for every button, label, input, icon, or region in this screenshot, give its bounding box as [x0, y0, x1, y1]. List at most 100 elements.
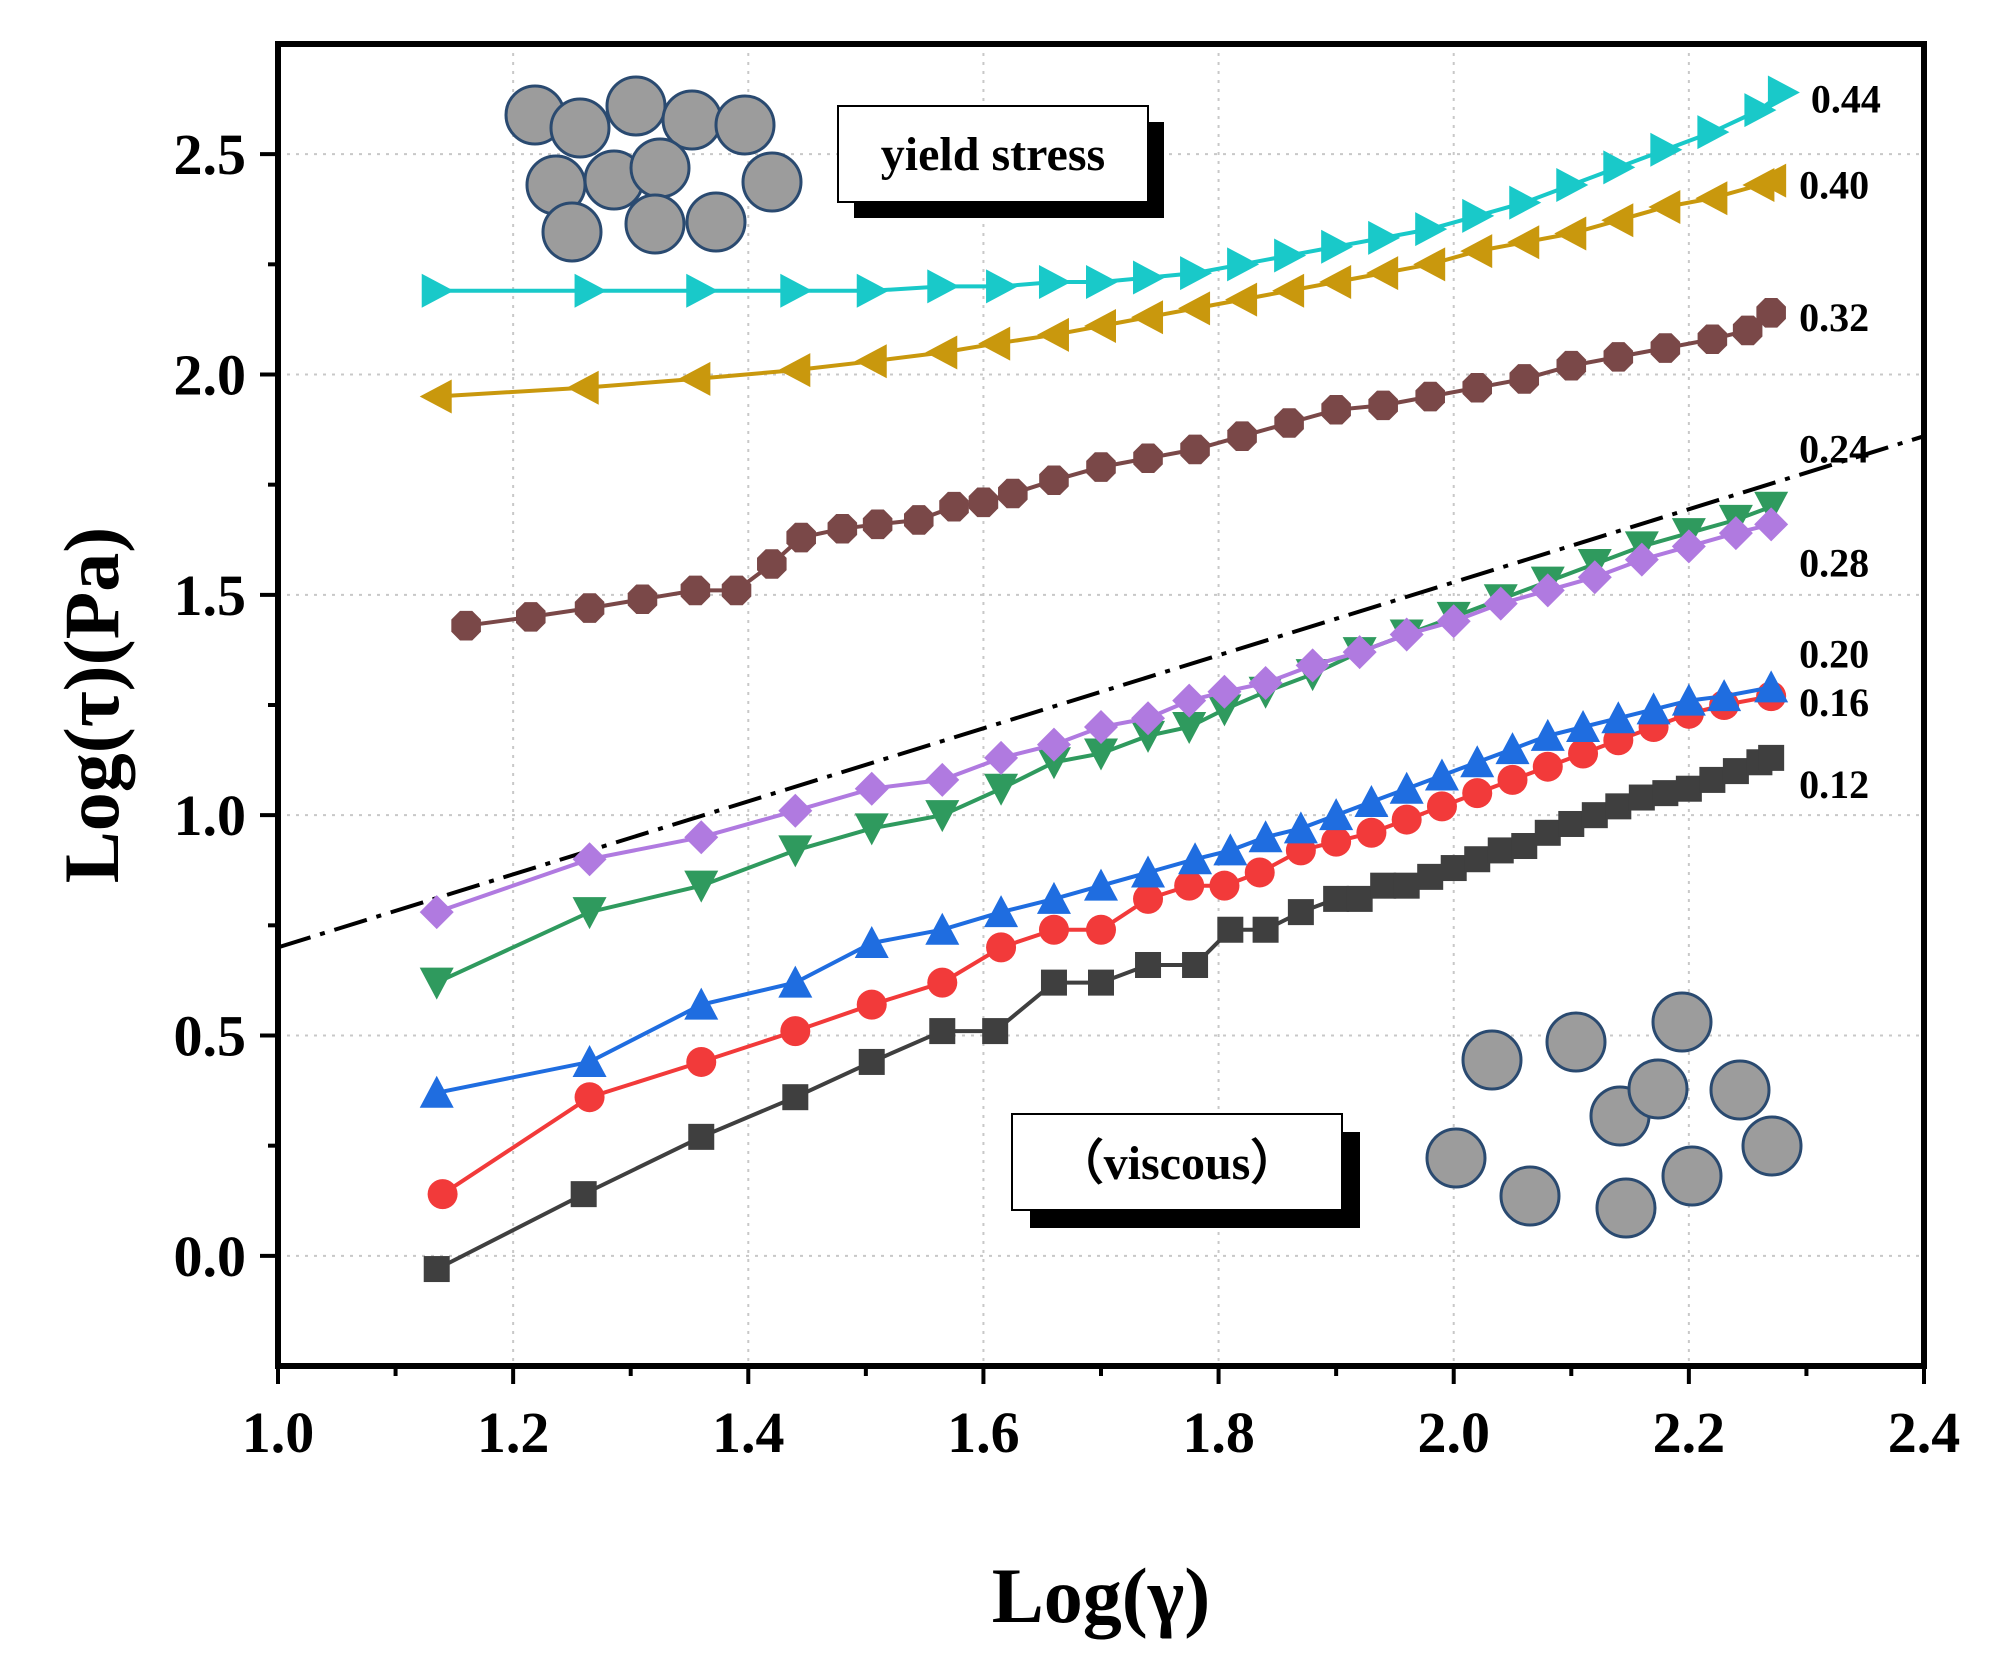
data-point-marker — [1426, 791, 1457, 822]
x-tick-label: 1.0 — [242, 1400, 315, 1465]
series-label-0.20: 0.20 — [1799, 631, 1869, 676]
data-point-marker — [688, 1123, 715, 1150]
data-point-marker — [1487, 837, 1514, 864]
data-point-marker — [574, 1082, 605, 1113]
x-tick-label: 1.4 — [712, 1400, 785, 1465]
data-point-marker — [927, 967, 958, 998]
data-point-marker — [925, 762, 960, 797]
particle-circle — [1741, 1115, 1803, 1177]
data-point-marker — [1274, 238, 1307, 273]
data-point-marker — [1581, 802, 1608, 829]
particle-dispersed-bottom-illustration — [1425, 991, 1803, 1239]
data-point-marker — [1754, 163, 1787, 198]
data-point-marker — [1036, 317, 1069, 352]
data-point-marker — [427, 1179, 458, 1210]
data-point-marker — [1133, 883, 1164, 914]
data-point-marker — [986, 932, 1017, 963]
data-point-marker — [1370, 872, 1397, 899]
data-point-marker — [423, 1256, 450, 1283]
data-point-marker — [1133, 443, 1163, 474]
y-tick-label: 2.5 — [174, 122, 247, 187]
data-point-marker — [515, 602, 546, 632]
data-point-marker — [1321, 826, 1352, 857]
data-point-marker — [566, 370, 599, 405]
series-0.44 — [421, 75, 1800, 308]
data-point-marker — [1436, 604, 1471, 639]
reference-line — [277, 434, 1925, 950]
data-point-marker — [1483, 586, 1518, 621]
data-point-marker — [984, 740, 1019, 775]
series-label-0.28: 0.28 — [1799, 540, 1869, 585]
data-point-marker — [778, 353, 811, 388]
data-point-marker — [1088, 969, 1114, 996]
data-point-marker — [1744, 93, 1777, 128]
particle-circle — [1627, 1058, 1689, 1120]
data-point-marker — [572, 1044, 607, 1077]
data-point-marker — [686, 273, 719, 308]
viscous-annotation: （viscous） — [1011, 1113, 1360, 1228]
data-point-marker — [982, 1018, 1009, 1045]
x-tick-label: 2.2 — [1653, 1400, 1726, 1465]
particle-circle — [1461, 1029, 1523, 1091]
series-layer — [419, 75, 1800, 1283]
data-point-marker — [1036, 747, 1071, 780]
data-point-marker — [1624, 542, 1659, 577]
data-point-marker — [1462, 372, 1493, 403]
data-point-marker — [1460, 234, 1493, 269]
data-point-marker — [421, 273, 454, 308]
data-point-marker — [1568, 738, 1599, 769]
data-point-marker — [984, 895, 1019, 928]
data-point-marker — [1389, 617, 1424, 652]
series-label-0.44: 0.44 — [1811, 76, 1881, 121]
data-point-marker — [1346, 885, 1373, 912]
data-point-marker — [1566, 710, 1601, 743]
data-point-marker — [680, 575, 711, 606]
data-point-marker — [1413, 247, 1446, 282]
data-point-marker — [854, 813, 889, 846]
particle-circle — [1425, 1127, 1487, 1189]
data-point-marker — [1699, 766, 1726, 793]
data-point-marker — [1248, 665, 1283, 700]
data-point-marker — [1460, 745, 1495, 778]
particle-circle — [1499, 1165, 1561, 1227]
data-point-marker — [786, 522, 816, 553]
data-point-marker — [1084, 710, 1118, 745]
data-point-marker — [1417, 863, 1444, 890]
series-0.20 — [419, 670, 1789, 1108]
series-label-0.16: 0.16 — [1799, 680, 1869, 725]
data-point-marker — [1532, 751, 1563, 782]
data-point-marker — [1227, 247, 1260, 282]
x-tick-label: 2.4 — [1888, 1400, 1961, 1465]
data-point-marker — [1178, 842, 1213, 875]
data-point-marker — [1321, 229, 1354, 264]
data-point-marker — [1511, 833, 1538, 860]
data-point-marker — [968, 487, 999, 518]
data-point-marker — [856, 989, 887, 1020]
data-point-marker — [1172, 712, 1207, 745]
yield-stress-annotation: yield stress — [837, 105, 1164, 218]
particle-circle — [1661, 1145, 1723, 1207]
series-0.28 — [419, 507, 1789, 930]
data-point-marker — [1086, 914, 1116, 945]
data-point-marker — [1603, 342, 1634, 372]
data-point-marker — [570, 1181, 597, 1208]
data-point-marker — [1671, 529, 1706, 564]
data-point-marker — [1462, 778, 1493, 809]
series-0.12 — [423, 744, 1785, 1283]
data-point-marker — [1767, 75, 1800, 110]
data-point-marker — [1732, 315, 1763, 346]
data-point-marker — [572, 897, 607, 930]
data-point-marker — [1354, 784, 1389, 817]
data-point-marker — [1393, 872, 1420, 899]
dash-dot-reference-line — [277, 434, 1925, 950]
data-point-marker — [1086, 452, 1116, 482]
data-point-marker — [1131, 300, 1164, 335]
x-tick-label: 1.6 — [947, 1400, 1020, 1465]
data-point-marker — [1722, 758, 1749, 785]
y-tick-label: 1.0 — [174, 783, 247, 848]
data-point-marker — [1754, 670, 1789, 703]
data-point-marker — [1391, 804, 1422, 835]
series-0.32 — [451, 298, 1786, 641]
data-point-marker — [1244, 857, 1275, 888]
